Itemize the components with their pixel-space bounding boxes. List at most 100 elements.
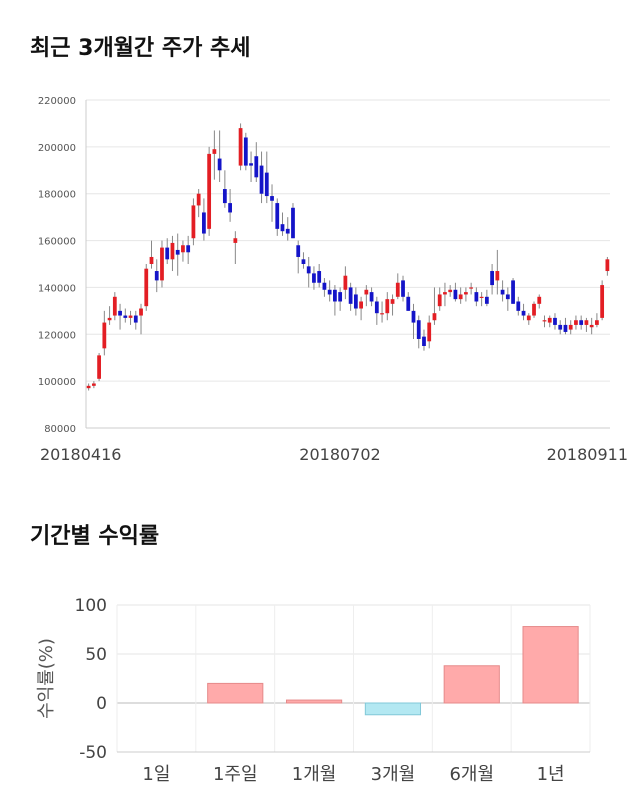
candle-body <box>390 299 395 304</box>
candle-body <box>516 301 521 311</box>
candle-body <box>144 268 149 307</box>
candle-body <box>537 296 542 304</box>
return-bar <box>443 665 500 704</box>
candle-body <box>495 271 500 281</box>
candle-body <box>568 324 573 330</box>
candle-body <box>91 383 96 386</box>
candle-body <box>154 271 159 281</box>
x-tick-label: 1개월 <box>292 764 337 785</box>
candle-body <box>343 275 348 290</box>
candle-body <box>275 203 280 229</box>
candle-body <box>139 308 143 316</box>
candle-body <box>353 294 358 309</box>
candle-body <box>191 205 196 239</box>
candlestick-chart: 80000 100000 120000 140000 160000 180000 20000… <box>38 96 628 464</box>
return-bar <box>285 699 343 704</box>
candle-body <box>395 282 400 297</box>
candle-body <box>254 156 259 178</box>
candle-body <box>563 324 568 332</box>
candle-body <box>202 212 206 234</box>
x-tick-label: 3개월 <box>371 764 416 785</box>
candle-body <box>333 289 337 302</box>
x-tick-label: 1일 <box>142 764 170 785</box>
candle-body <box>338 292 343 302</box>
return-bar <box>522 626 579 704</box>
candle-body <box>181 245 185 253</box>
returns-chart-title: 기간별 수익률 <box>30 524 160 549</box>
candle-body <box>600 285 605 318</box>
candle-body <box>264 172 269 197</box>
candle-body <box>186 245 191 253</box>
candle-body <box>165 247 170 260</box>
candle-body <box>526 315 531 321</box>
candle-body <box>453 289 458 300</box>
x-tick-label: 20180702 <box>299 445 380 464</box>
candle-body <box>416 320 421 339</box>
candle-body <box>296 245 301 257</box>
candle-body <box>306 266 311 274</box>
candle-body <box>458 294 463 300</box>
candle-body <box>160 247 164 281</box>
candle-body <box>196 193 201 206</box>
candle-body <box>500 289 505 295</box>
candle-body <box>374 301 379 314</box>
candle-body <box>469 287 474 289</box>
candle-body <box>212 149 217 154</box>
y-tick-label: 140000 <box>38 283 76 294</box>
candle-body <box>605 259 610 272</box>
candle-body <box>369 292 374 302</box>
candle-body <box>359 301 363 309</box>
candle-body <box>207 153 212 229</box>
y-tick-label: 160000 <box>38 237 76 248</box>
candle-body <box>579 320 584 325</box>
return-bar <box>207 682 264 704</box>
candle-body <box>558 324 563 330</box>
candle-body <box>228 203 232 213</box>
candle-body <box>107 317 112 321</box>
candle-body <box>474 292 479 302</box>
x-tick-label: 1주일 <box>213 764 258 785</box>
candle-body <box>170 242 175 260</box>
candle-body <box>86 385 91 389</box>
y-tick-label: 80000 <box>44 424 76 435</box>
candle-body <box>312 273 316 283</box>
x-tick-label: 6개월 <box>449 764 494 785</box>
x-tick-label: 1년 <box>537 764 565 785</box>
y-axis-label: 수익률(%) <box>36 638 57 719</box>
y-tick-label: 180000 <box>38 190 76 201</box>
price-chart-title: 최근 3개월간 주가 추세 <box>30 36 251 61</box>
candle-body <box>327 289 332 295</box>
candle-body <box>112 296 117 316</box>
candle-body <box>595 320 599 325</box>
candle-body <box>484 296 489 304</box>
candle-body <box>285 228 290 234</box>
candle-body <box>432 313 437 321</box>
candle-body <box>238 128 243 166</box>
candle-body <box>511 280 515 304</box>
candle-body <box>584 320 589 325</box>
candle-body <box>401 280 405 297</box>
candle-body <box>270 196 274 201</box>
candle-body <box>553 317 557 325</box>
y-tick-label: 100 <box>75 596 107 616</box>
candle-body <box>175 249 180 255</box>
x-tick-label: 20180911 <box>547 445 628 464</box>
candle-body <box>505 294 510 300</box>
candle-body <box>123 315 128 318</box>
candle-body <box>532 303 536 316</box>
candle-body <box>574 320 578 325</box>
y-tick-label: 100000 <box>38 377 76 388</box>
candle-body <box>490 271 494 286</box>
candle-body <box>406 296 411 311</box>
candle-body <box>479 296 484 298</box>
y-tick-label: 200000 <box>38 143 76 154</box>
candle-body <box>521 310 526 316</box>
candle-body <box>589 324 594 328</box>
candle-body <box>102 322 107 349</box>
candle-body <box>291 207 295 239</box>
candle-body <box>97 355 101 379</box>
candle-body <box>411 310 416 323</box>
candle-body <box>217 158 222 171</box>
candle-body <box>249 163 253 166</box>
return-bar <box>364 702 422 716</box>
